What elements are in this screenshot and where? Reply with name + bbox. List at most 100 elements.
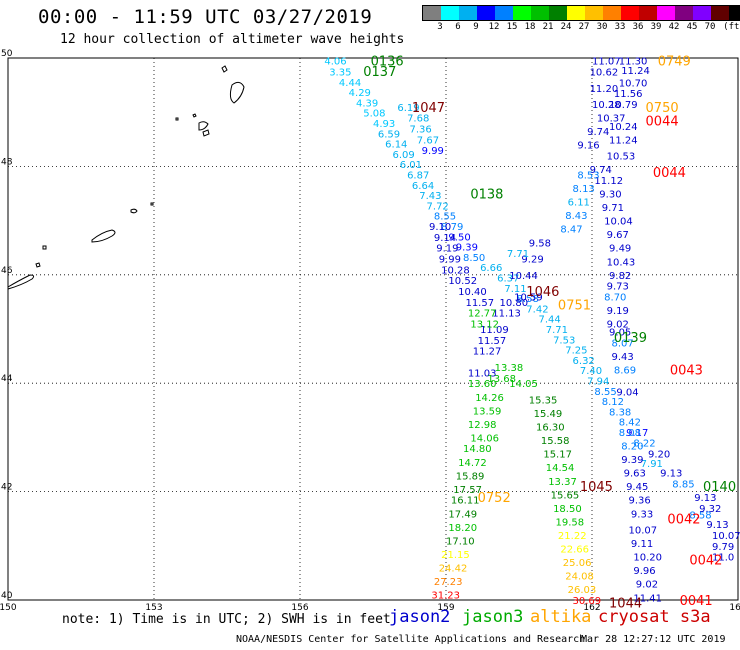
wave-height-value: 9.20 [648,450,670,461]
wave-height-value: 16.30 [536,423,565,434]
wave-height-value: 17.57 [453,485,482,496]
wave-height-value: 10.07 [629,526,658,537]
wave-height-value: 6.14 [385,140,407,151]
wave-height-value: 8.58 [517,294,539,305]
pass-time-label: 0136 [371,55,404,70]
pass-time-label: 0139 [614,331,647,346]
x-tick-label: 162 [583,603,600,613]
color-swatch [603,6,621,20]
color-swatch [621,6,639,20]
wave-height-value: 13.68 [487,374,516,385]
wave-height-value: 19.58 [556,517,585,528]
generated-timestamp: Mar 28 12:27:12 UTC 2019 [581,634,726,645]
pass-time-label: 0042 [667,513,700,528]
wave-height-value: 15.65 [551,490,580,501]
wave-height-value: 9.05 [609,328,631,339]
wave-height-value: 13.59 [473,406,502,417]
color-scale-label: 33 [614,22,626,32]
wave-height-value: 21.15 [441,550,470,561]
pass-time-label: 0749 [658,55,691,70]
wave-height-value: 8.55 [434,212,456,223]
pass-time-label: 0137 [363,65,396,80]
wave-height-value: 6.66 [480,263,502,274]
wave-track: 4.063.354.444.294.395.084.936.596.146.09… [324,57,711,522]
wave-height-value: 9.32 [699,504,721,515]
wave-height-value: 10.80 [500,298,529,309]
wave-height-value: 15.49 [534,409,563,420]
wave-height-value: 8.55 [594,387,616,398]
wave-height-value: 6.19 [397,103,419,114]
wave-height-value: 10.28 [592,100,621,111]
color-swatch [567,6,585,20]
pass-time-label: 1046 [526,285,559,300]
color-scale-label: 15 [506,22,518,32]
wave-height-value: 6.59 [378,129,400,140]
x-tick-label: 165 [729,603,740,613]
wave-height-value: 10.70 [619,78,648,89]
color-swatch [675,6,693,20]
wave-height-value: 8.07 [611,339,633,350]
color-scale-label: 18 [524,22,536,32]
x-tick-label: 153 [145,603,162,613]
wave-height-value: 9.74 [590,165,612,176]
wave-height-value: 11.56 [614,89,643,100]
wave-height-value: 9.39 [456,243,478,254]
wave-height-value: 11.57 [465,298,494,309]
wave-height-value: 11.0 [712,553,734,564]
wave-height-value: 11.20 [590,84,619,95]
wave-height-value: 9.17 [626,428,648,439]
wave-height-value: 14.06 [470,433,499,444]
wave-height-value: 11.03 [468,368,497,379]
color-scale-label: (ft) [723,22,740,32]
pass-time-label: 0750 [646,101,679,116]
y-tick-label: 46 [1,266,13,276]
wave-height-value: 9.39 [621,455,643,466]
wave-height-value: 11.07 [592,57,621,68]
color-scale-label: 45 [686,22,698,32]
wave-height-value: 30.69 [573,596,602,607]
color-scale-label: 12 [488,22,500,32]
wave-height-value: 5.08 [363,109,385,120]
wave-height-value: 7.67 [417,135,439,146]
color-swatch [441,6,459,20]
wave-height-value: 11.13 [492,309,521,320]
credit-line: NOAA/NESDIS Center for Satellite Applica… [236,634,586,645]
wave-height-value: 27.23 [434,577,463,588]
wave-height-value: 9.16 [577,141,599,152]
wave-height-value: 4.29 [349,88,371,99]
wave-height-value: 15.89 [456,471,485,482]
wave-height-value: 24.08 [565,572,594,583]
wave-height-value: 11.24 [621,66,650,77]
wave-height-value: 9.49 [609,244,631,255]
wave-height-value: 7.36 [410,124,432,135]
color-swatch [693,6,711,20]
x-tick-label: 159 [437,603,454,613]
wave-height-value: 7.44 [538,315,560,326]
color-swatch [423,6,441,20]
wave-height-value: 17.10 [446,536,475,547]
lat-lon-grid [7,57,739,601]
wave-height-value: 11.41 [633,593,662,604]
wave-height-value: 6.09 [392,150,414,161]
wave-height-value: 11.57 [478,336,507,347]
wave-height-value: 11.27 [473,347,502,358]
wave-height-value: 9.13 [660,469,682,480]
pass-time-label: 0752 [478,491,511,506]
color-scale-label: 42 [668,22,680,32]
wave-height-tracks: 4.063.354.444.294.395.084.936.596.146.09… [324,57,740,607]
wave-height-value: 10.79 [609,100,638,111]
page-subtitle: 12 hour collection of altimeter wave hei… [60,32,405,47]
wave-height-value: 31.23 [431,591,460,602]
wave-height-value: 9.02 [607,320,629,331]
page-title: 00:00 - 11:59 UTC 03/27/2019 [38,6,373,28]
wave-height-value: 14.05 [509,379,538,390]
wave-height-value: 9.74 [587,127,609,138]
wave-height-value: 8.79 [441,222,463,233]
wave-height-value: 9.19 [436,244,458,255]
color-swatch [513,6,531,20]
wave-height-value: 8.38 [609,407,631,418]
color-scale-label: 39 [650,22,662,32]
